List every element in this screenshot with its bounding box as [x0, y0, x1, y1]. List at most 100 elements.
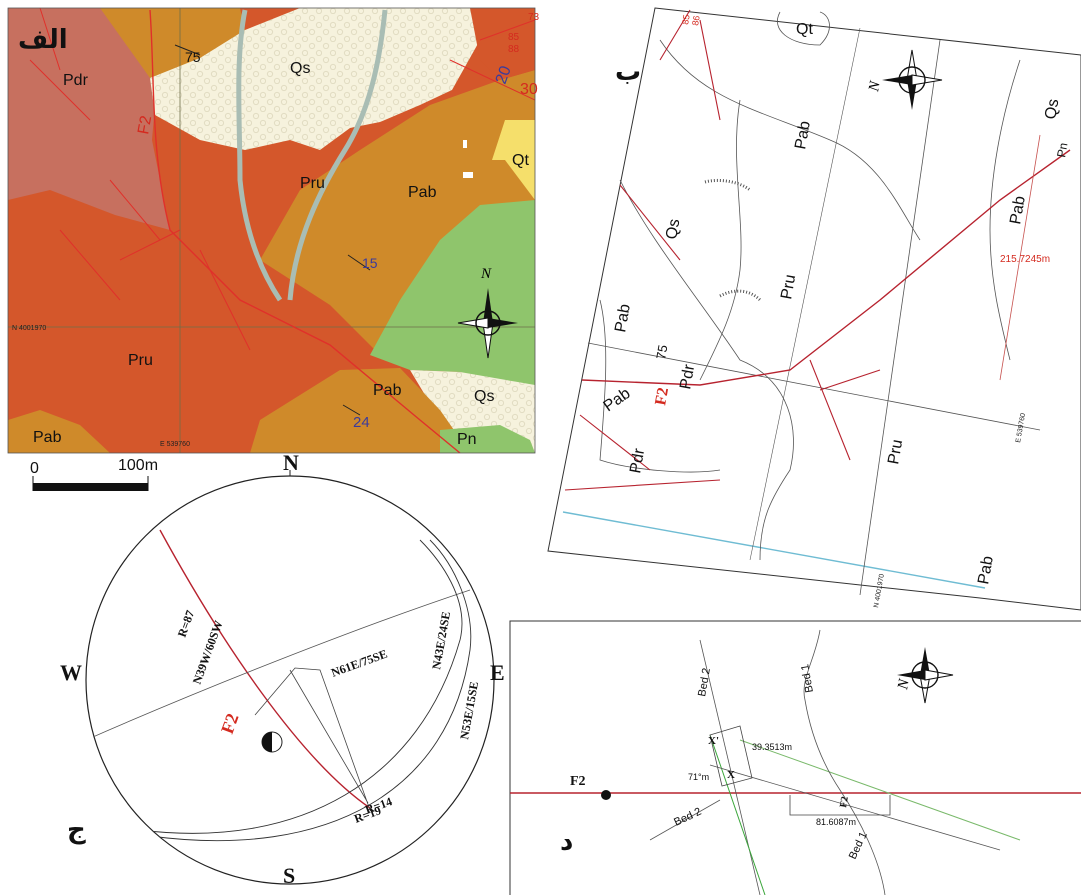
faults-ne: [449, 19, 535, 101]
f2-point: [601, 790, 611, 800]
panel-label-be: ب: [615, 57, 641, 87]
unit-pab-3: Pab: [33, 429, 62, 446]
unit-qt-b: Qt: [796, 21, 813, 38]
dip-85-b: 85: [680, 14, 692, 26]
fault-f2: [149, 9, 461, 453]
dip-73: 73: [528, 12, 540, 23]
dip-86-b: 86: [690, 15, 702, 27]
angle-label: 71°m: [688, 772, 709, 782]
section-d: [509, 620, 1081, 895]
distance-bracket: [789, 795, 891, 816]
dip-24: 24: [353, 414, 370, 431]
easting-label-a: E 539760: [160, 441, 190, 448]
contact-1: [659, 39, 921, 241]
stereonet: [85, 470, 495, 885]
grid-line-b2: [859, 39, 941, 596]
bed2-contact: [649, 799, 721, 841]
measure-box: [709, 725, 753, 787]
x-prime-label: X': [708, 735, 719, 747]
contact-2: [619, 179, 794, 561]
great-circle-n53e: [149, 539, 472, 842]
dip-85: 85: [508, 32, 520, 43]
unit-pru-b2: Pru: [885, 438, 906, 465]
panel-label-dal: د: [560, 827, 573, 857]
pab-area-south: [250, 368, 470, 453]
dip-88: 88: [508, 44, 520, 55]
pab-area-top: [100, 8, 245, 78]
panel-label-alef: الف: [18, 25, 68, 55]
spot-marker-2: [463, 140, 467, 148]
unit-pdr-b: Pdr: [677, 363, 698, 391]
grid-line-b3: [749, 27, 861, 561]
distance-line: [999, 134, 1041, 381]
north-arrow-b: [882, 49, 943, 110]
unit-pn-b: Pn: [1054, 142, 1070, 159]
primitive-circle: [85, 475, 495, 885]
contact-3: [699, 99, 742, 381]
unit-pab-b2: Pab: [1007, 195, 1029, 226]
stream-east: [287, 9, 388, 301]
dip-15: 15: [362, 255, 378, 271]
fault-f2-label: F2: [135, 114, 155, 135]
unit-pru: Pru: [300, 175, 325, 192]
grid-line-b: [587, 342, 1041, 431]
stereonet-south: S: [283, 863, 295, 888]
unit-pab-b5: Pab: [975, 555, 997, 586]
unit-pn: Pn: [457, 431, 477, 448]
bed2-label-top: Bed 2: [696, 667, 713, 697]
map-b: [547, 7, 1081, 611]
unit-pab-b3: Pab: [612, 303, 634, 334]
x-label: X: [727, 769, 735, 781]
unit-pru-b: Pru: [778, 273, 799, 300]
f2-label-d: F2: [570, 774, 586, 789]
northing-line-b: [562, 511, 986, 589]
stereonet-north: N: [283, 450, 299, 475]
unit-pab: Pab: [408, 184, 437, 201]
bed1-label-top: Bed 1: [799, 663, 816, 693]
unit-pdr-b2: Pdr: [627, 447, 648, 475]
dip-symbols: [174, 44, 371, 416]
unit-pdr: Pdr: [63, 72, 89, 89]
contact-5: [989, 59, 1021, 361]
distance-label-2: 81.6087m: [816, 817, 856, 827]
distance-label-b: 215.7245m: [1000, 254, 1050, 265]
green-line-2: [739, 739, 1021, 841]
north-label-a: N: [480, 266, 492, 282]
pole-fill: [262, 732, 272, 752]
stereonet-west: W: [60, 660, 82, 685]
bed2-label-bottom: Bed 2: [672, 806, 703, 829]
minor-faults: [29, 8, 251, 351]
pn-area-south: [440, 425, 535, 453]
bed1-label-bottom: Bed 1: [847, 830, 870, 861]
section-line: [709, 764, 1001, 851]
great-circle-n43e: [139, 539, 463, 834]
unit-pab-b: Pab: [792, 120, 814, 151]
fault-label-d: F2: [838, 796, 851, 809]
northing-label-a: N 4001970: [12, 325, 46, 332]
unit-qs-b2: Qs: [663, 218, 683, 241]
fault-f2-b: [581, 149, 1071, 386]
green-line-1: [709, 734, 766, 895]
fault-f2-label-b: F2: [652, 386, 672, 406]
unit-qs-b: Qs: [1042, 98, 1062, 121]
dip-75-b: 75: [653, 344, 670, 361]
qt-area: [492, 120, 535, 200]
unit-qs: Qs: [290, 60, 310, 77]
bed1-contact: [803, 629, 886, 895]
north-label-d: N: [895, 677, 913, 692]
dip-30: 30: [520, 81, 538, 98]
unit-qs-2: Qs: [474, 388, 494, 405]
dip-20: 20: [493, 64, 515, 87]
scale-end: 100m: [118, 457, 158, 474]
north-arrow-d: [897, 647, 954, 704]
scale-zero: 0: [30, 460, 39, 477]
great-circle-n61e: [86, 589, 471, 741]
north-label-b: N: [866, 79, 884, 94]
pab-area-sw: [8, 410, 110, 453]
spot-marker: [463, 172, 473, 178]
minor-faults-b: [564, 9, 881, 491]
unit-pru-2: Pru: [128, 352, 153, 369]
panel-label-jim: ج: [67, 815, 86, 845]
dip-75: 75: [185, 49, 201, 65]
